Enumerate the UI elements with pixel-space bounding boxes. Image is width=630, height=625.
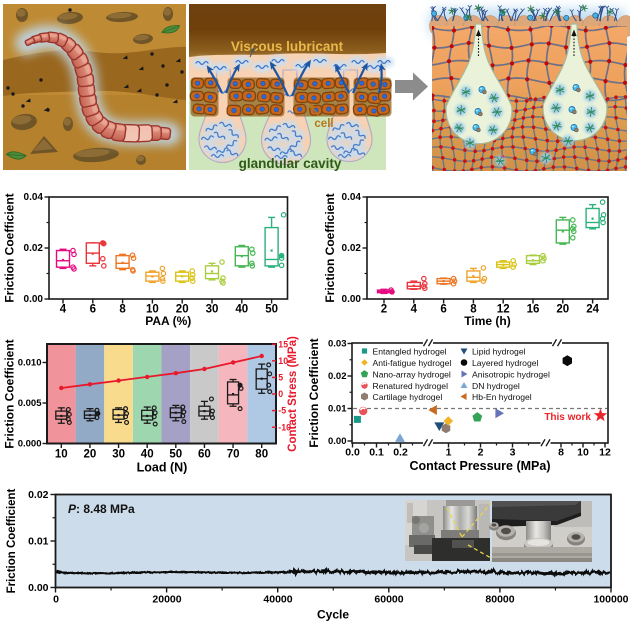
svg-text:6: 6 — [440, 304, 446, 316]
svg-text:Hb-En hydrogel: Hb-En hydrogel — [472, 392, 532, 402]
svg-text:0.02: 0.02 — [28, 489, 49, 501]
svg-text:0.2: 0.2 — [393, 447, 408, 459]
svg-text:10: 10 — [146, 304, 159, 316]
svg-text:0.02: 0.02 — [342, 243, 362, 254]
svg-text:This work: This work — [544, 412, 591, 423]
svg-text:16: 16 — [527, 304, 540, 316]
svg-text:Contact Stress (MPa): Contact Stress (MPa) — [287, 336, 299, 452]
svg-text:Lipid hydrogel: Lipid hydrogel — [472, 346, 526, 356]
svg-text:2: 2 — [381, 304, 387, 316]
svg-text:0: 0 — [53, 594, 59, 606]
svg-text:-10: -10 — [278, 422, 291, 432]
svg-text:12: 12 — [599, 447, 611, 459]
svg-text:glandular cavity: glandular cavity — [239, 156, 342, 171]
svg-text:20: 20 — [84, 449, 97, 461]
svg-text:3: 3 — [510, 447, 516, 459]
svg-text:10: 10 — [55, 449, 68, 461]
svg-text:Anti-fatigue hydrogel: Anti-fatigue hydrogel — [373, 358, 452, 368]
svg-text:Cycle: Cycle — [317, 608, 349, 622]
svg-text:1: 1 — [446, 447, 452, 459]
svg-text:0.00: 0.00 — [342, 294, 362, 305]
svg-text:0.1: 0.1 — [369, 447, 384, 459]
svg-text:P: 8.48 MPa: P: 8.48 MPa — [68, 502, 135, 516]
svg-text:Friction Coefficient: Friction Coefficient — [6, 488, 18, 593]
svg-text:20: 20 — [176, 304, 189, 316]
svg-text:0.01: 0.01 — [28, 536, 49, 548]
svg-text:0.000: 0.000 — [18, 439, 42, 450]
svg-text:30: 30 — [206, 304, 219, 316]
svg-text:60000: 60000 — [374, 594, 403, 606]
svg-text:5: 5 — [278, 373, 283, 383]
svg-text:80000: 80000 — [485, 594, 514, 606]
svg-text:10: 10 — [577, 447, 589, 459]
svg-text:12: 12 — [497, 304, 510, 316]
svg-text:Viscous lubricant: Viscous lubricant — [231, 39, 344, 54]
svg-text:10: 10 — [278, 356, 288, 366]
svg-text:4: 4 — [411, 304, 418, 316]
svg-text:Time (h): Time (h) — [464, 314, 510, 328]
svg-text:70: 70 — [227, 449, 240, 461]
svg-text:Contact Pressure (MPa): Contact Pressure (MPa) — [409, 459, 550, 473]
svg-text:0.02: 0.02 — [328, 371, 347, 382]
svg-text:0.010: 0.010 — [18, 358, 42, 369]
svg-text:20000: 20000 — [152, 594, 181, 606]
svg-text:0.01: 0.01 — [328, 404, 347, 415]
svg-text:0.04: 0.04 — [24, 192, 44, 203]
svg-text:2: 2 — [478, 447, 484, 459]
svg-text:Load (N): Load (N) — [137, 461, 188, 475]
svg-text:80: 80 — [255, 449, 268, 461]
svg-text:15: 15 — [278, 339, 288, 349]
svg-text:Anisotropic hydrogel: Anisotropic hydrogel — [472, 369, 550, 379]
svg-text:8: 8 — [558, 447, 564, 459]
svg-text:0.0: 0.0 — [345, 447, 360, 459]
svg-text:8: 8 — [119, 304, 126, 316]
svg-text:Renatured hydrogel: Renatured hydrogel — [373, 381, 449, 391]
svg-text:0.00: 0.00 — [328, 436, 347, 447]
svg-text:40: 40 — [141, 449, 154, 461]
svg-text:20: 20 — [556, 304, 569, 316]
svg-text:DN hydrogel: DN hydrogel — [472, 381, 520, 391]
svg-text:50: 50 — [265, 304, 278, 316]
svg-text:-5: -5 — [278, 406, 286, 416]
svg-text:24: 24 — [586, 304, 599, 316]
svg-text:0.00: 0.00 — [28, 582, 49, 594]
svg-text:cell: cell — [314, 118, 333, 130]
svg-text:0.00: 0.00 — [24, 294, 44, 305]
svg-text:0: 0 — [278, 389, 283, 399]
svg-text:Friction Coefficient: Friction Coefficient — [323, 193, 337, 302]
svg-text:40: 40 — [235, 304, 248, 316]
svg-text:100000: 100000 — [593, 594, 628, 606]
svg-text:Friction Coefficient: Friction Coefficient — [3, 193, 17, 302]
svg-text:Entangled hydrogel: Entangled hydrogel — [373, 346, 447, 356]
svg-text:0.04: 0.04 — [342, 192, 362, 203]
svg-text:Cartilage hydrogel: Cartilage hydrogel — [373, 392, 443, 402]
svg-text:60: 60 — [198, 449, 211, 461]
svg-text:Nano-array hydrogel: Nano-array hydrogel — [373, 369, 451, 379]
svg-text:Friction Coefficient: Friction Coefficient — [307, 338, 321, 447]
svg-text:PAA (%): PAA (%) — [145, 314, 191, 328]
svg-text:4: 4 — [60, 304, 67, 316]
svg-text:50: 50 — [169, 449, 182, 461]
svg-text:8: 8 — [470, 304, 477, 316]
svg-text:Layered hydrogel: Layered hydrogel — [472, 358, 538, 368]
svg-text:40000: 40000 — [263, 594, 292, 606]
svg-text:6: 6 — [90, 304, 96, 316]
svg-text:Friction Coefficient: Friction Coefficient — [3, 339, 17, 448]
svg-text:30: 30 — [112, 449, 125, 461]
svg-text:0.005: 0.005 — [18, 398, 42, 409]
svg-text:0.03: 0.03 — [328, 339, 347, 350]
svg-text:0.02: 0.02 — [24, 243, 44, 254]
